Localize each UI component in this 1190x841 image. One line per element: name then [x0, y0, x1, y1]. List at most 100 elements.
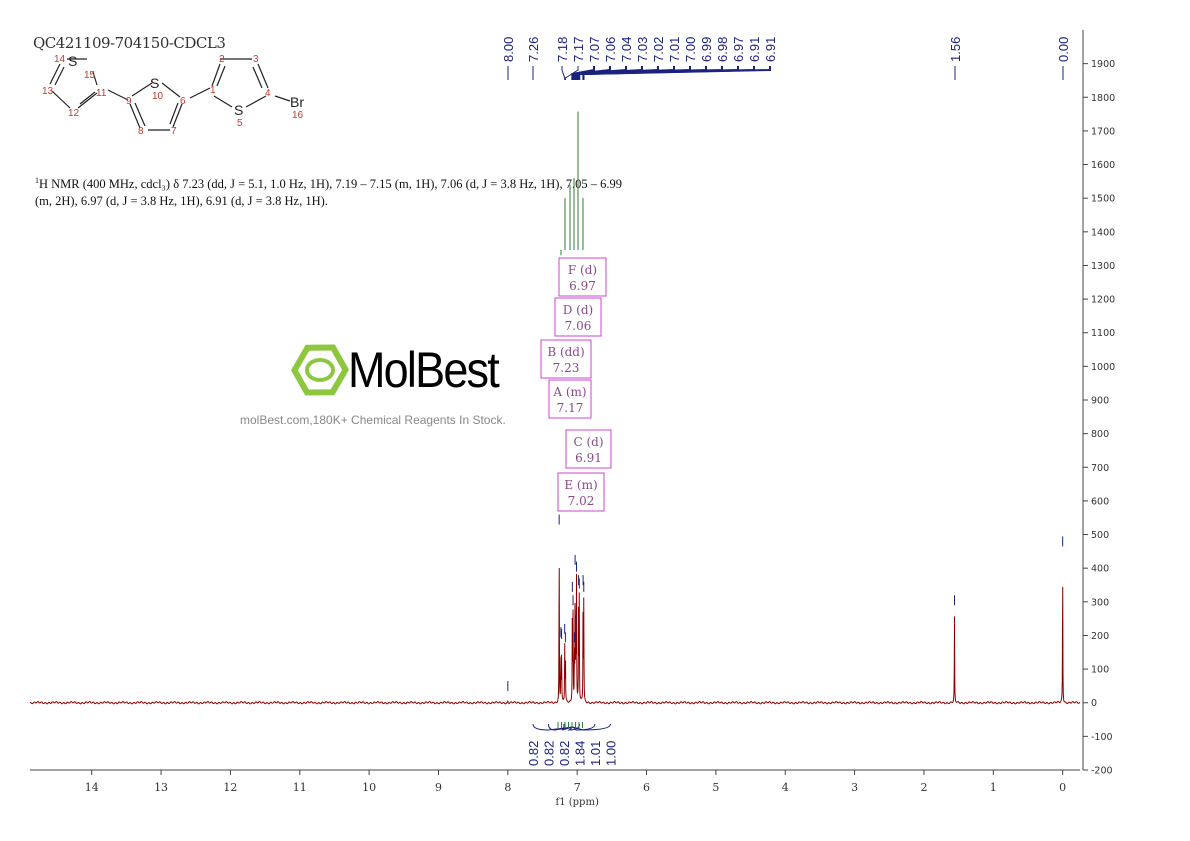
- y-tick-label: 1200: [1091, 295, 1115, 306]
- atom-label: 8: [138, 126, 144, 137]
- molbest-logo-icon: [290, 344, 350, 396]
- multiplet-label: E (m): [564, 478, 597, 492]
- multiplet-box: [557, 472, 605, 512]
- atom-label: 5: [237, 118, 243, 129]
- molecule-structure: 14 S 15 13 11 12 9 S 10 8 7 6 1 2 3 4 S …: [42, 53, 304, 137]
- nmr-text: H NMR (400 MHz, cdcl₃) δ 7.23 (dd, J = 5…: [35, 177, 622, 209]
- watermark-logo-text: MolBest: [348, 342, 500, 398]
- peak-label: 7.02: [651, 37, 666, 62]
- y-tick-label: 300: [1091, 597, 1109, 608]
- atom-label: 2: [219, 54, 225, 65]
- atom-label: 9: [126, 96, 132, 107]
- y-tick-label: 500: [1091, 530, 1109, 541]
- x-tick-label: 4: [782, 781, 789, 794]
- peak-label: 7.06: [603, 37, 618, 62]
- integral-bracket: [532, 723, 574, 731]
- peak-label-connector: [582, 66, 771, 80]
- x-tick-label: 5: [712, 781, 719, 794]
- y-tick-label: 100: [1091, 665, 1109, 676]
- atom-label: 4: [265, 88, 271, 99]
- y-tick-label: 1000: [1091, 362, 1115, 373]
- integral-value: 1.84: [573, 741, 588, 766]
- x-tick-label: 3: [851, 781, 858, 794]
- y-tick-label: 1800: [1091, 93, 1115, 104]
- multiplet-shift: 7.06: [565, 319, 592, 333]
- peak-label: 6.99: [699, 37, 714, 62]
- x-tick-label: 0: [1059, 781, 1066, 794]
- atom-label: 15: [84, 70, 96, 81]
- multiplet-box: [540, 339, 592, 379]
- multiplet-shift: 6.91: [575, 451, 602, 465]
- x-tick-label: 12: [223, 781, 237, 794]
- multiplet-label: F (d): [568, 263, 597, 277]
- integral-value: 0.82: [542, 741, 557, 766]
- atom-label: 3: [253, 54, 259, 65]
- peak-label: 7.07: [587, 37, 602, 62]
- multiplet-label: B (dd): [547, 345, 584, 359]
- x-tick-label: 1: [990, 781, 997, 794]
- atom-label: 16: [292, 110, 304, 121]
- x-tick-label: 8: [504, 781, 511, 794]
- y-tick-label: 700: [1091, 463, 1109, 474]
- x-tick-label: 13: [154, 781, 168, 794]
- peak-label: 7.26: [526, 37, 541, 62]
- integral-value: 0.82: [526, 741, 541, 766]
- x-tick-label: 14: [85, 781, 99, 794]
- multiplet-box: [558, 257, 607, 297]
- y-tick-label: 1900: [1091, 59, 1115, 70]
- peak-label: 7.01: [667, 37, 682, 62]
- y-tick-label: 1400: [1091, 227, 1115, 238]
- x-tick-label: 7: [574, 781, 581, 794]
- peak-label: 6.91: [747, 37, 762, 62]
- y-tick-label: 1600: [1091, 160, 1115, 171]
- atom-label: Br: [290, 94, 304, 110]
- y-tick-label: 1100: [1091, 328, 1115, 339]
- integral-value: 1.01: [588, 741, 603, 766]
- y-tick-label: 1300: [1091, 261, 1115, 272]
- multiplet-shift: 7.23: [553, 361, 580, 375]
- x-tick-label: 10: [362, 781, 376, 794]
- y-tick-label: -100: [1091, 732, 1113, 743]
- integral-bracket: [548, 723, 574, 731]
- atom-label: 1: [210, 85, 216, 96]
- integral-value: 1.00: [604, 741, 619, 766]
- peak-label: 6.97: [731, 37, 746, 62]
- multiplet-label: A (m): [552, 385, 586, 399]
- multiplet-box: [548, 379, 592, 419]
- atom-label: S: [68, 53, 77, 69]
- sample-title: QC421109-704150-CDCL3: [33, 34, 226, 52]
- peak-label: 7.18: [555, 37, 570, 62]
- atom-label: S: [150, 75, 159, 91]
- multiplet-shift: 6.97: [569, 279, 596, 293]
- integral-bracket: [572, 723, 596, 731]
- atom-label: 7: [171, 126, 177, 137]
- nmr-superscript: 1: [35, 176, 39, 185]
- peak-label: 6.91: [763, 37, 778, 62]
- y-tick-label: 600: [1091, 496, 1109, 507]
- y-tick-label: 1500: [1091, 194, 1115, 205]
- watermark-tagline: molBest.com,180K+ Chemical Reagents In S…: [240, 413, 506, 427]
- x-tick-label: 2: [920, 781, 927, 794]
- spectrum-line: [29, 567, 1081, 705]
- peak-label: 7.04: [619, 37, 634, 62]
- peak-label: 6.98: [715, 37, 730, 62]
- y-tick-label: 0: [1091, 698, 1097, 709]
- peak-label: 7.00: [683, 37, 698, 62]
- integral-value: 0.82: [557, 741, 572, 766]
- atom-label: 11: [96, 88, 107, 99]
- y-tick-label: 900: [1091, 396, 1109, 407]
- atom-label: 14: [54, 54, 66, 65]
- y-tick-label: -200: [1091, 766, 1113, 777]
- atom-label: 10: [152, 91, 164, 102]
- atom-label: 13: [42, 86, 54, 97]
- y-tick-label: 200: [1091, 631, 1109, 642]
- multiplet-shift: 7.17: [557, 401, 584, 415]
- x-axis-label: f1 (ppm): [556, 797, 599, 808]
- y-tick-label: 1700: [1091, 126, 1115, 137]
- atom-label: 6: [180, 96, 186, 107]
- peak-label: 8.00: [501, 37, 516, 62]
- multiplet-box: [565, 429, 612, 469]
- x-tick-label: 11: [293, 781, 307, 794]
- x-tick-label: 9: [435, 781, 442, 794]
